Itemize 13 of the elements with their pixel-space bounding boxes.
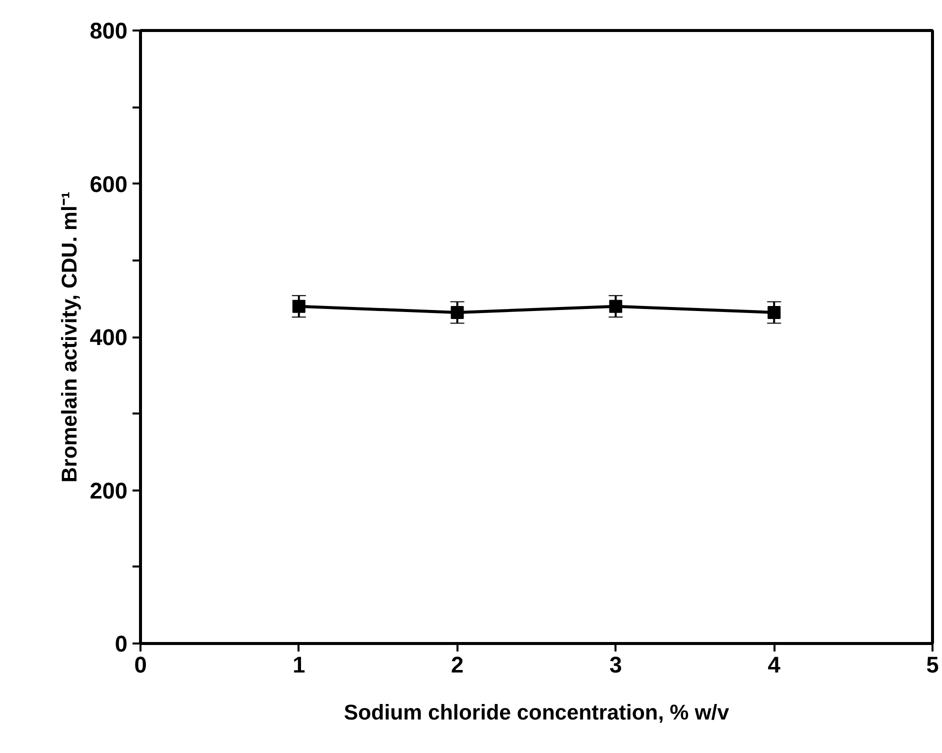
y-tick-label: 0	[114, 630, 128, 656]
x-tick-label: 0	[134, 652, 147, 678]
y-tick-label: 800	[90, 18, 128, 44]
x-tick-label: 2	[451, 652, 464, 678]
x-tick-label: 5	[926, 652, 939, 678]
x-tick-label: 1	[292, 652, 306, 678]
y-tick-label: 200	[90, 477, 128, 504]
x-tick-label: 3	[609, 652, 622, 678]
x-axis-title: Sodium chloride concentration, % w/v	[344, 700, 730, 724]
x-tick-label: 4	[768, 652, 781, 678]
y-tick-label: 400	[90, 324, 128, 350]
y-tick-label: 600	[90, 170, 128, 197]
y-axis-title: Bromelain activity, CDU. ml⁻¹	[58, 191, 82, 483]
